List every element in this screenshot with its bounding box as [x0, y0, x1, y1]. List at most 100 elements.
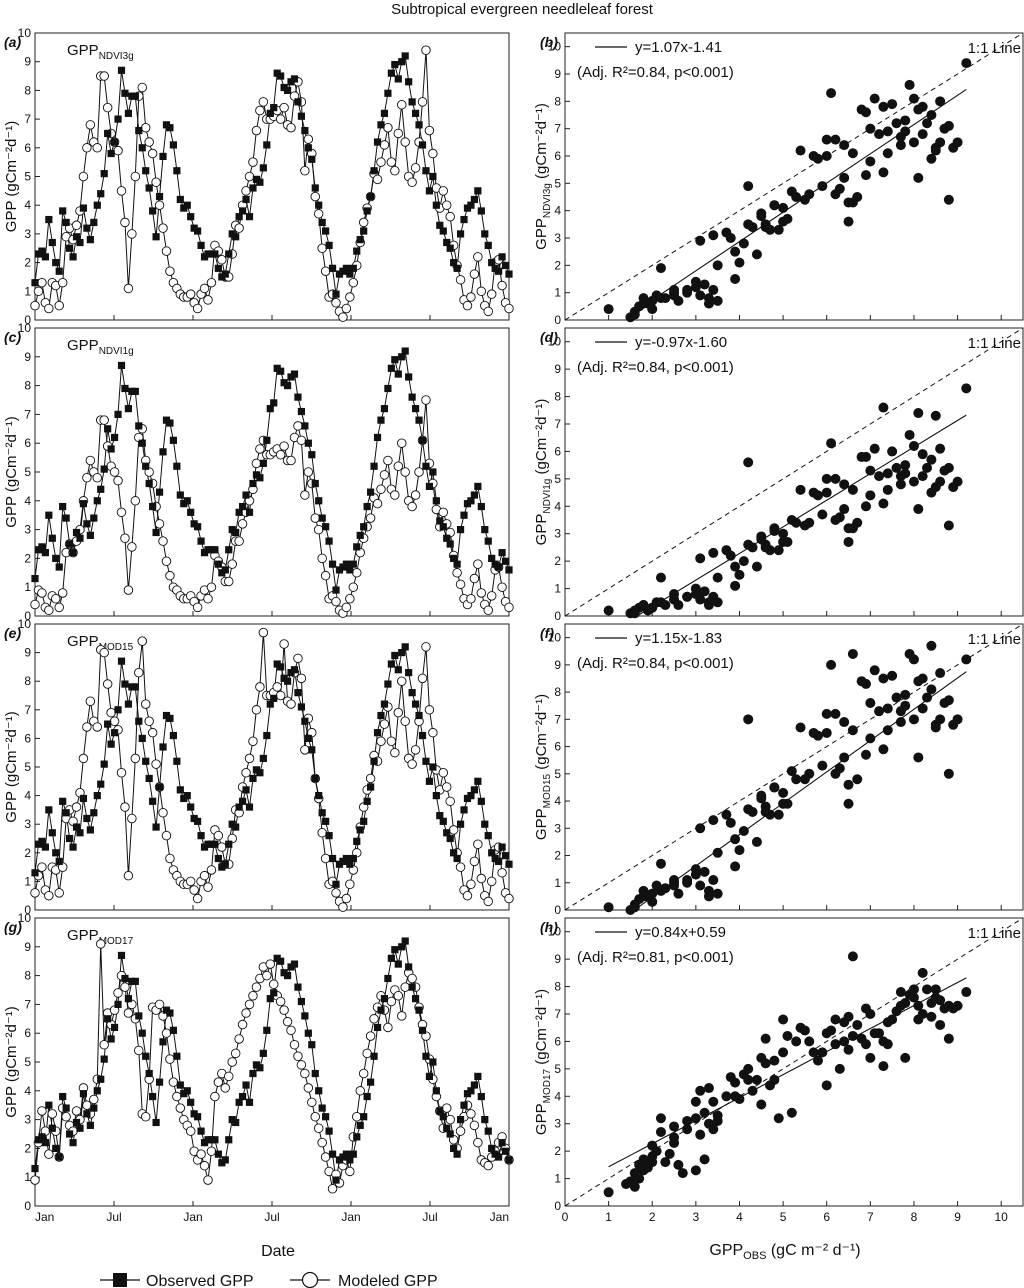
scatter-point: [908, 440, 919, 451]
scatter-point: [756, 1052, 767, 1063]
scatter-point: [860, 451, 871, 462]
observed-gpp-point: [294, 98, 302, 106]
modeled-gpp-point: [130, 171, 141, 182]
observed-gpp-point: [41, 549, 49, 557]
scatter-point: [804, 1036, 815, 1047]
scatter-point: [826, 659, 837, 670]
scatter-point: [747, 1085, 758, 1096]
observed-gpp-point: [470, 1081, 479, 1089]
observed-gpp-point: [353, 1133, 361, 1141]
scatter-point: [926, 153, 937, 164]
observed-gpp-point: [467, 792, 475, 800]
modeled-gpp-point: [310, 513, 320, 523]
scatter-point: [917, 129, 928, 140]
modeled-gpp-point: [275, 690, 286, 701]
observed-gpp-point: [121, 974, 129, 983]
observed-gpp-point: [86, 236, 94, 244]
scatter-point: [961, 654, 972, 665]
observed-gpp-point: [453, 560, 461, 568]
scatter-point: [860, 1039, 871, 1050]
modeled-gpp-point: [486, 591, 497, 601]
observed-gpp-point: [308, 451, 316, 459]
observed-gpp-point: [100, 1055, 108, 1063]
observed-gpp-point: [315, 497, 323, 505]
observed-gpp-point: [69, 843, 77, 851]
observed-gpp-point: [325, 832, 333, 840]
y-tick-label: 2: [554, 258, 561, 272]
modeled-gpp-point: [57, 588, 68, 598]
observed-gpp-point: [38, 837, 46, 845]
scatter-point: [834, 1063, 845, 1074]
left-x-axis-label: Date: [261, 1243, 295, 1260]
modeled-gpp-point: [127, 813, 137, 824]
scatter-point: [743, 457, 754, 468]
observed-gpp-point: [505, 566, 513, 574]
modeled-gpp-point: [154, 999, 165, 1010]
observed-gpp-point: [450, 554, 458, 562]
modeled-gpp-point: [206, 277, 217, 288]
modeled-gpp-point: [421, 45, 431, 55]
observed-gpp-point: [238, 1092, 247, 1101]
modeled-gpp-point: [379, 719, 390, 729]
modeled-gpp-point: [227, 559, 237, 569]
observed-gpp-point: [418, 436, 427, 444]
y-axis-label: GPP (gCm⁻²d⁻¹): [3, 711, 20, 822]
observed-gpp-point: [86, 1121, 94, 1129]
scatter-point: [917, 967, 928, 978]
modeled-gpp-point: [345, 593, 355, 604]
y-tick-label: 4: [24, 789, 31, 803]
series-label: GPPMOD17: [67, 927, 134, 947]
scatter-point: [808, 487, 819, 498]
observed-gpp-point: [318, 809, 326, 817]
modeled-gpp-point: [109, 716, 120, 726]
scatter-point: [773, 809, 784, 820]
modeled-gpp-point: [296, 673, 307, 684]
scatter-point: [778, 202, 789, 213]
y-tick-label: 0: [24, 1199, 31, 1213]
observed-gpp-point: [173, 1052, 181, 1060]
observed-gpp-point: [277, 663, 285, 671]
scatter-point: [943, 194, 954, 205]
y-tick-label: 8: [554, 390, 561, 404]
observed-gpp-point: [467, 201, 475, 209]
y-tick-label: 4: [554, 499, 561, 513]
y-tick-label: 5: [24, 465, 31, 479]
observed-gpp-point: [328, 1150, 337, 1158]
observed-gpp-point: [249, 184, 257, 192]
scatter-point: [690, 1165, 701, 1176]
observed-gpp-point: [415, 711, 423, 720]
observed-gpp-point: [197, 241, 205, 249]
scatter-point: [603, 605, 614, 616]
y-tick-label: 0: [24, 609, 31, 623]
y-tick-label: 10: [18, 321, 32, 335]
y-tick-label: 4: [24, 1084, 31, 1098]
legend-marker-observed: [113, 1273, 127, 1287]
scatter-point: [839, 717, 850, 728]
y-axis-label: GPP (gCm⁻²d⁻¹): [3, 416, 20, 527]
observed-gpp-point: [332, 586, 340, 594]
modeled-gpp-point: [30, 300, 40, 311]
observed-gpp-point: [211, 546, 219, 554]
observed-gpp-point: [488, 259, 496, 267]
modeled-gpp-point: [504, 602, 514, 613]
observed-gpp-point: [197, 832, 205, 840]
scatter-point: [712, 572, 723, 583]
modeled-gpp-point: [345, 1166, 355, 1177]
regression-line: [632, 89, 967, 314]
scatter-point: [895, 479, 906, 490]
x-tick-label: 2: [649, 1210, 656, 1224]
modeled-gpp-point: [158, 808, 168, 818]
y-tick-label: 3: [554, 527, 561, 541]
observed-gpp-point: [297, 112, 306, 120]
scatter-point: [878, 402, 889, 413]
modeled-gpp-point: [473, 839, 483, 849]
modeled-gpp-point: [365, 1031, 376, 1041]
observed-gpp-point: [318, 218, 326, 227]
observed-gpp-point: [138, 144, 146, 152]
modeled-gpp-point: [303, 134, 314, 144]
modeled-gpp-point: [320, 1152, 331, 1162]
y-tick-label: 9: [24, 646, 31, 660]
scatter-point: [874, 471, 885, 482]
observed-gpp-point: [380, 995, 389, 1003]
scatter-point: [812, 1055, 823, 1066]
